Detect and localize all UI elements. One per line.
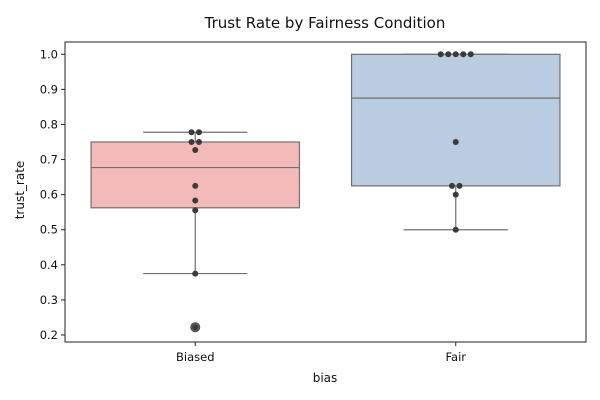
- data-point-biased-2: [188, 139, 195, 145]
- x-tick-label-biased: Biased: [176, 350, 215, 364]
- data-point-biased-0: [188, 129, 195, 136]
- y-tick-label-7: 0.9: [40, 82, 58, 96]
- y-tick-label-2: 0.4: [40, 258, 58, 272]
- x-axis-label: bias: [313, 371, 338, 385]
- x-tick-label-fair: Fair: [445, 350, 466, 364]
- data-point-biased-5: [192, 182, 199, 189]
- data-point-fair-5: [452, 139, 459, 145]
- data-point-biased-1: [196, 129, 202, 136]
- data-point-biased-6: [192, 197, 199, 204]
- data-point-fair-3: [460, 51, 467, 58]
- data-point-biased-8: [192, 270, 199, 277]
- data-point-fair-4: [467, 51, 474, 58]
- plot-frame: [64, 41, 587, 343]
- data-point-fair-1: [445, 51, 452, 58]
- y-tick-label-6: 0.8: [40, 117, 58, 131]
- y-tick-label-8: 1.0: [40, 47, 58, 61]
- chart-title: Trust Rate by Fairness Condition: [204, 14, 446, 32]
- data-point-biased-9: [192, 324, 199, 331]
- box-fair: [350, 53, 561, 187]
- data-point-fair-0: [437, 51, 444, 58]
- data-point-fair-2: [452, 51, 459, 58]
- y-tick-label-3: 0.5: [40, 223, 58, 237]
- data-point-fair-6: [449, 182, 455, 189]
- plot-area: 0.2 0.3 0.4 0.5 0.6 0.7 0.8 0.9 1.0 Biased Fair: [40, 41, 587, 364]
- data-point-fair-7: [456, 182, 463, 189]
- data-point-fair-9: [452, 226, 459, 233]
- data-point-biased-7: [192, 207, 199, 214]
- data-point-biased-4: [192, 146, 199, 153]
- y-tick-label-4: 0.6: [40, 188, 58, 202]
- y-tick-label-1: 0.3: [40, 293, 58, 307]
- data-point-biased-3: [196, 139, 202, 145]
- y-axis-label: trust_rate: [13, 161, 27, 220]
- y-tick-label-0: 0.2: [40, 328, 58, 342]
- data-point-fair-8: [452, 191, 459, 198]
- y-tick-label-5: 0.7: [40, 153, 58, 167]
